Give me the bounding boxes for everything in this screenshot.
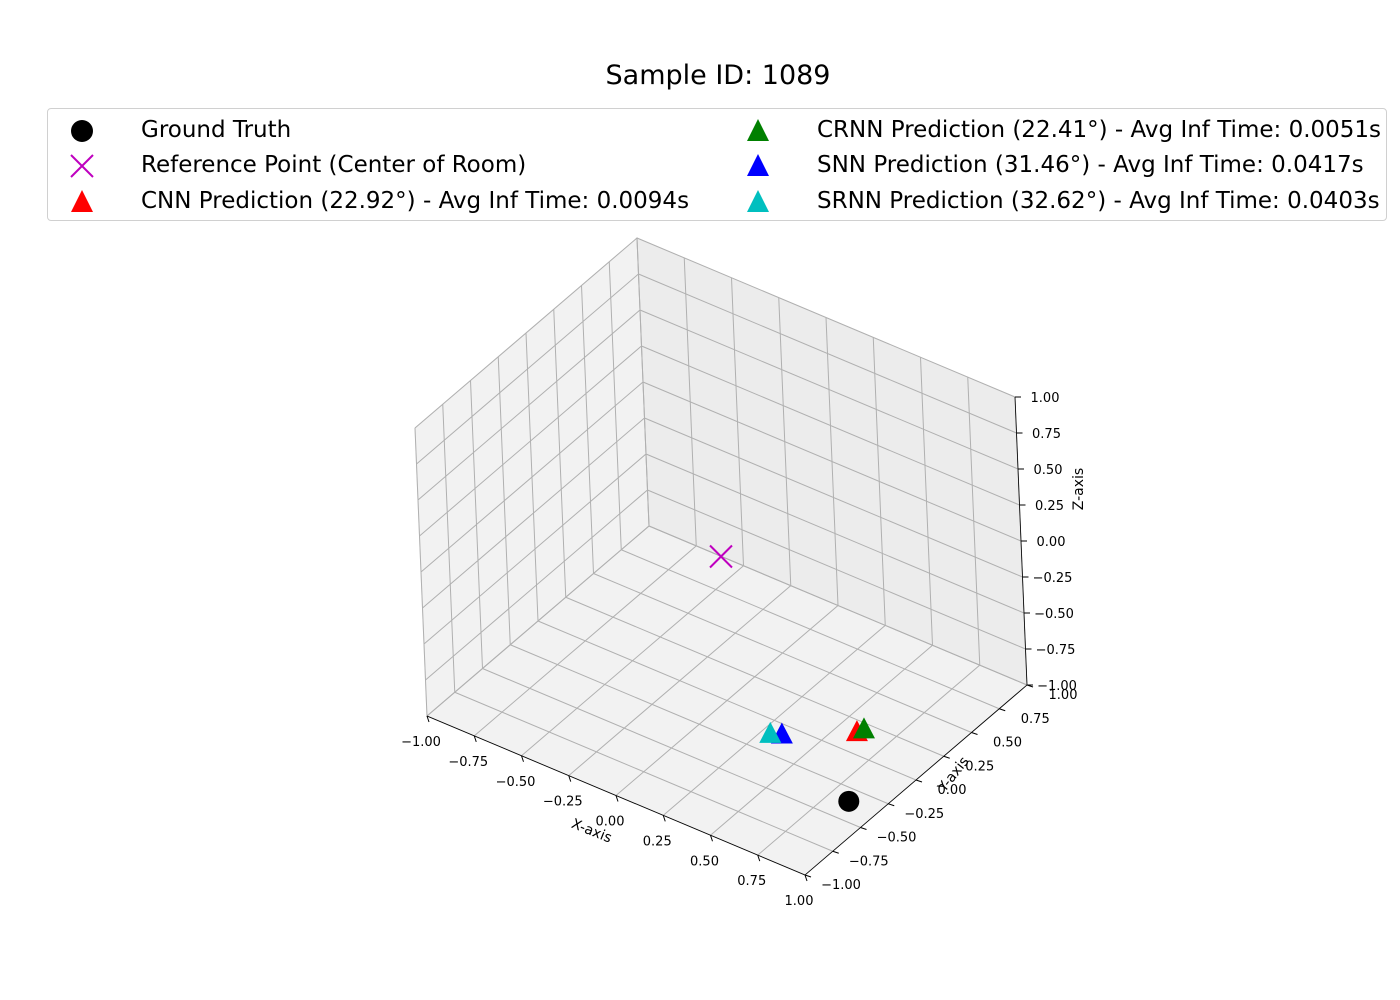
- x-tick-mark: [710, 835, 713, 842]
- z-tick-label: −0.50: [1034, 607, 1074, 622]
- x-tick-label: 0.00: [596, 815, 625, 830]
- x-tick-label: −0.25: [543, 795, 583, 810]
- y-gridline: [553, 309, 944, 757]
- triangle-marker-icon: [747, 190, 769, 212]
- triangle-marker-icon: [71, 190, 93, 212]
- y-tick-label: −0.75: [849, 854, 889, 869]
- y-tick-mark: [971, 732, 978, 735]
- y-gridline: [608, 261, 1000, 710]
- x-tick-label: 0.25: [643, 834, 672, 849]
- chart-title: Sample ID: 1089: [605, 60, 831, 91]
- z-tick-label: −0.25: [1033, 571, 1073, 586]
- x-tick-label: −1.00: [401, 735, 441, 750]
- z-tick-label: 0.00: [1037, 535, 1066, 550]
- x-tick-mark: [473, 735, 477, 743]
- z-tick-label: −0.75: [1036, 643, 1076, 658]
- x-marker-icon: [70, 154, 94, 178]
- y-tick-mark: [1026, 684, 1034, 688]
- triangle-marker-icon: [747, 119, 769, 141]
- data-point-x: [709, 544, 733, 569]
- y-tick-label: −0.50: [877, 831, 917, 846]
- z-axis-label: Z-axis: [1071, 468, 1087, 510]
- y-gridline: [581, 285, 972, 733]
- y-tick-mark: [915, 779, 923, 783]
- data-point-triangle: [852, 717, 875, 739]
- z-tick-label: 0.75: [1032, 427, 1061, 442]
- y-tick-label: −1.00: [821, 878, 861, 893]
- x-tick-label: 1.00: [785, 894, 814, 909]
- y-tick-label: 0.25: [965, 759, 994, 774]
- y-tick-label: 1.00: [1049, 688, 1078, 703]
- y-gridline: [525, 332, 917, 781]
- z-tick-label: 0.25: [1035, 499, 1064, 514]
- data-point-circle: [838, 790, 860, 812]
- x-tick-label: −0.75: [448, 755, 488, 770]
- y-gridline: [442, 404, 833, 852]
- y-tick-label: 0.50: [993, 736, 1022, 751]
- y-tick-mark: [999, 708, 1006, 712]
- y-gridline: [497, 356, 889, 805]
- y-tick-mark: [804, 874, 812, 878]
- z-tick-label: 0.50: [1034, 463, 1063, 478]
- triangle-marker-icon: [747, 154, 769, 176]
- y-tick-mark: [832, 850, 839, 854]
- x-tick-mark: [521, 755, 524, 762]
- data-point-triangle: [759, 721, 782, 743]
- x-tick-mark: [426, 715, 430, 723]
- y-tick-label: −0.25: [904, 807, 944, 822]
- y-tick-mark: [888, 803, 895, 807]
- circle-marker-icon: [71, 120, 93, 142]
- z-tick-label: −1.00: [1037, 679, 1077, 694]
- x-tick-mark: [568, 775, 572, 782]
- x-tick-mark: [757, 854, 761, 862]
- z-gridline: [414, 237, 1016, 429]
- y-gridline: [470, 380, 861, 828]
- y-tick-label: 0.00: [938, 783, 967, 798]
- axis-lines: [426, 396, 1034, 882]
- x-tick-mark: [662, 815, 666, 822]
- x-tick-mark: [804, 874, 808, 882]
- x-tick-label: −0.50: [496, 775, 536, 790]
- y-tick-mark: [860, 827, 867, 830]
- legend: Ground Truth Reference Point (Center of …: [47, 108, 1387, 221]
- tick-labels: −1.00 −1.00 −1.00 −0.75 −0.75 −0.75 −0.50 −0.50…: [401, 391, 1077, 909]
- x-tick-label: 0.75: [737, 874, 766, 889]
- x-tick-mark: [615, 795, 619, 802]
- y-tick-mark: [943, 755, 950, 759]
- y-gridline: [636, 237, 1028, 686]
- data-markers: [709, 544, 875, 812]
- z-tick-label: 1.00: [1031, 391, 1060, 406]
- x-tick-label: 0.50: [690, 854, 719, 869]
- y-tick-label: 0.75: [1021, 712, 1050, 727]
